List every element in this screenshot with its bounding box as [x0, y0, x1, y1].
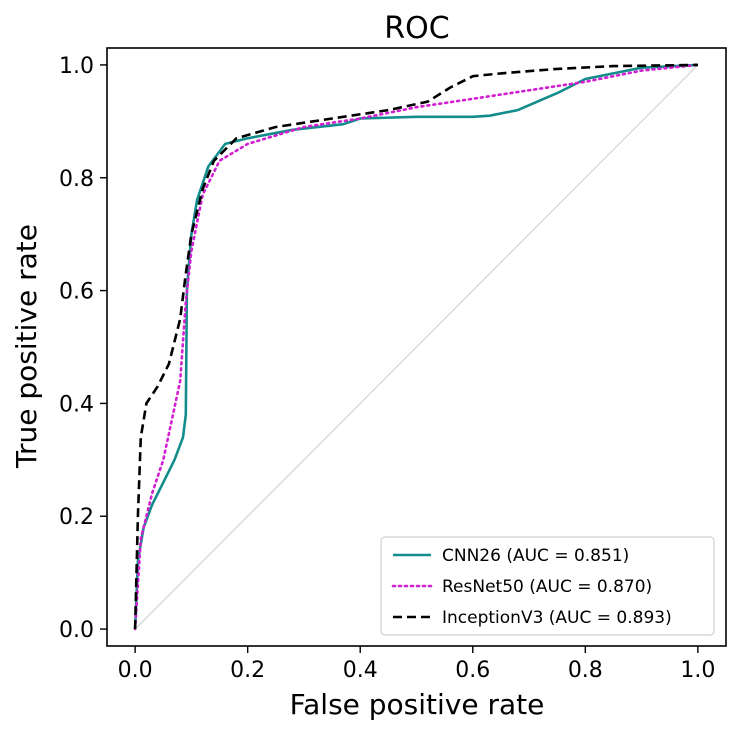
axis-ticks: 0.0 0.2 0.4 0.6 0.8 1.0 0.0 0.2 0.4 0.6 0.8 1.0 — [59, 54, 715, 683]
x-tick-label: 0.8 — [568, 658, 603, 683]
y-tick-label: 1.0 — [59, 54, 94, 79]
y-tick-label: 0.0 — [59, 618, 94, 643]
y-tick-label: 0.6 — [59, 280, 94, 305]
plot-area — [133, 63, 700, 631]
legend-box — [380, 536, 715, 636]
x-tick-label: 1.0 — [680, 658, 715, 683]
x-tick-label: 0.6 — [455, 658, 490, 683]
x-tick-label: 0.4 — [343, 658, 378, 683]
y-tick-label: 0.4 — [59, 392, 94, 417]
x-tick-label: 0.2 — [230, 658, 265, 683]
chart-title: ROC — [384, 11, 449, 46]
legend-label-2: ResNet50 (AUC = 0.870) — [442, 577, 652, 597]
legend-label-3: InceptionV3 (AUC = 0.893) — [442, 608, 672, 628]
legend: CNN26 (AUC = 0.851) ResNet50 (AUC = 0.870… — [380, 536, 715, 636]
legend-label-1: CNN26 (AUC = 0.851) — [442, 546, 629, 566]
plot-frame — [106, 47, 727, 647]
y-tick-label: 0.8 — [59, 167, 94, 192]
x-tick-label: 0.0 — [118, 658, 153, 683]
series-line-1 — [133, 63, 698, 630]
series-line-3 — [133, 63, 698, 630]
y-axis-label: True positive rate — [10, 224, 43, 469]
diagonal-reference-line — [134, 64, 699, 630]
y-tick-label: 0.2 — [59, 505, 94, 530]
x-axis-label: False positive rate — [290, 688, 545, 721]
series-line-2 — [133, 63, 700, 631]
